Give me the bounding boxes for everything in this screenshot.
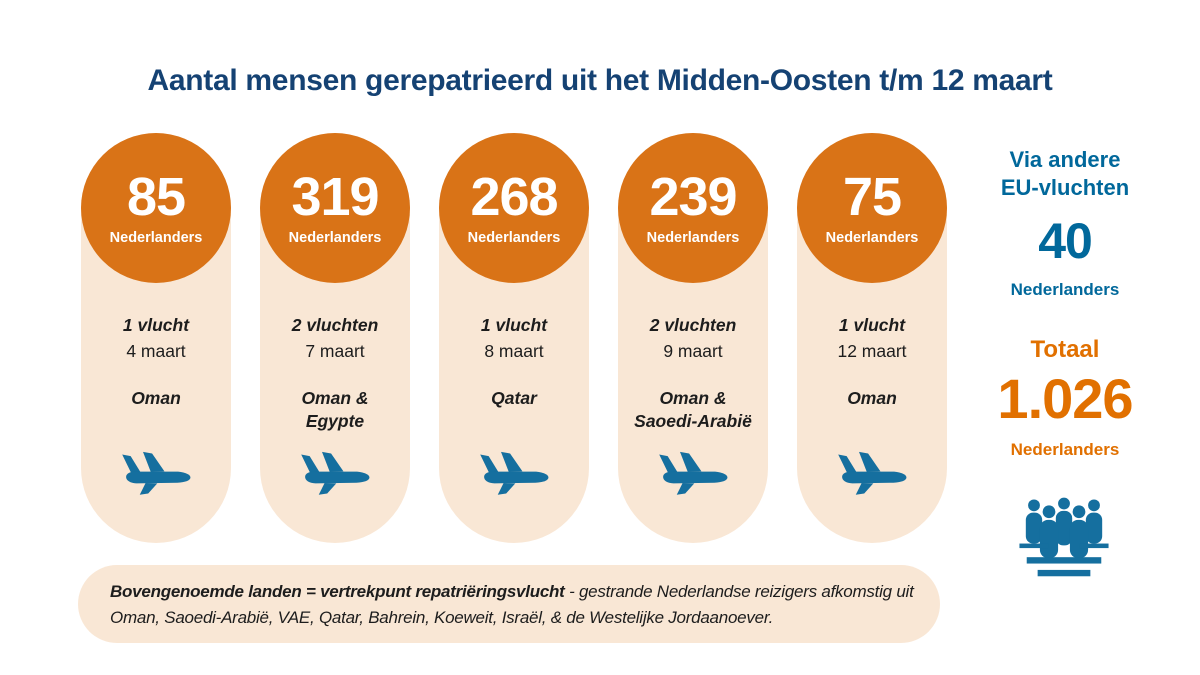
- origin-country: Oman & Egypte: [301, 388, 369, 431]
- eu-flights-heading: Via andere EU-vluchten: [1000, 147, 1130, 200]
- passenger-count: 85: [126, 167, 186, 227]
- total-heading: Totaal: [1030, 336, 1100, 363]
- footnote-box: Bovengenoemde landen = vertrekpunt repat…: [78, 565, 940, 643]
- airplane-icon: [838, 451, 907, 495]
- eu-flights-count-label: Nederlanders: [1010, 280, 1120, 299]
- flight-count: 2 vluchten: [649, 315, 737, 335]
- flight-count: 1 vlucht: [480, 315, 548, 335]
- flight-count: 2 vluchten: [291, 315, 379, 335]
- circle-badge: 75 Nederlanders: [797, 133, 947, 283]
- footnote-text: - gestrande Nederlandse reizigers afkoms…: [110, 582, 914, 627]
- repatriation-column-2: 319 Nederlanders 2 vluchten 7 maart Oman…: [260, 133, 410, 543]
- repatriation-column-5: 75 Nederlanders 1 vlucht 12 maart Oman: [797, 133, 947, 543]
- passenger-count: 319: [291, 167, 379, 227]
- flight-date: 9 maart: [663, 341, 723, 361]
- airplane-icon: [659, 451, 728, 495]
- page-title: Aantal mensen gerepatrieerd uit het Midd…: [147, 64, 1053, 97]
- flight-date: 7 maart: [305, 341, 365, 361]
- flight-date: 12 maart: [837, 341, 907, 361]
- eu-flights-count: 40: [1038, 213, 1093, 269]
- circle-badge: 268 Nederlanders: [439, 133, 589, 283]
- origin-country: Oman: [847, 388, 897, 408]
- airplane-icon: [122, 451, 191, 495]
- origin-country: Oman & Saoedi-Arabië: [634, 388, 752, 431]
- passenger-count-label: Nederlanders: [825, 230, 919, 246]
- flight-date: 8 maart: [484, 341, 544, 361]
- repatriation-column-4: 239 Nederlanders 2 vluchten 9 maart Oman…: [618, 133, 768, 543]
- flight-count: 1 vlucht: [838, 315, 906, 335]
- flight-count: 1 vlucht: [122, 315, 190, 335]
- people-group-icon: [1019, 497, 1109, 577]
- passenger-count: 75: [842, 167, 902, 227]
- flight-date: 4 maart: [126, 341, 186, 361]
- passenger-count: 239: [649, 167, 737, 227]
- passenger-count-label: Nederlanders: [109, 230, 203, 246]
- footnote-bold-text: Bovengenoemde landen = vertrekpunt repat…: [110, 582, 565, 601]
- origin-country: Oman: [131, 388, 181, 408]
- passenger-count-label: Nederlanders: [288, 230, 382, 246]
- total-count-label: Nederlanders: [1010, 440, 1120, 459]
- circle-badge: 239 Nederlanders: [618, 133, 768, 283]
- airplane-icon: [301, 451, 370, 495]
- repatriation-column-1: 85 Nederlanders 1 vlucht 4 maart Oman: [81, 133, 231, 543]
- columns-row: 85 Nederlanders 1 vlucht 4 maart Oman 31…: [81, 133, 947, 543]
- circle-badge: 85 Nederlanders: [81, 133, 231, 283]
- origin-country: Qatar: [491, 388, 537, 408]
- circle-badge: 319 Nederlanders: [260, 133, 410, 283]
- passenger-count-label: Nederlanders: [467, 230, 561, 246]
- airplane-icon: [480, 451, 549, 495]
- passenger-count-label: Nederlanders: [646, 230, 740, 246]
- passenger-count: 268: [470, 167, 558, 227]
- repatriation-column-3: 268 Nederlanders 1 vlucht 8 maart Qatar: [439, 133, 589, 543]
- total-count: 1.026: [997, 367, 1133, 430]
